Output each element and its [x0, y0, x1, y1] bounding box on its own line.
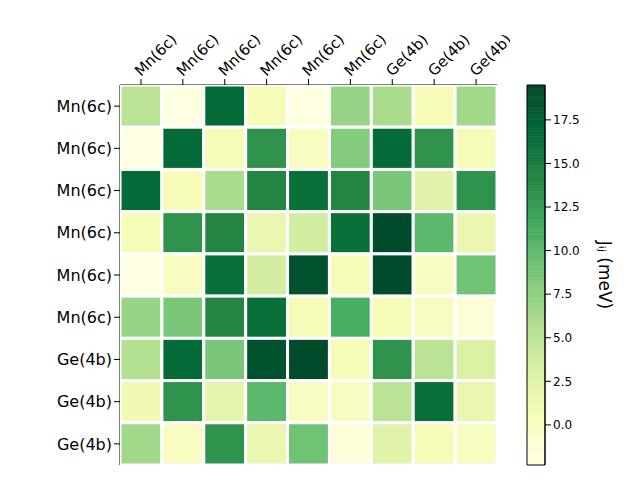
svg-text:Ge(4b): Ge(4b): [57, 350, 112, 369]
svg-text:Mn(6c): Mn(6c): [173, 30, 222, 79]
svg-text:Mn(6c): Mn(6c): [57, 181, 112, 200]
svg-text:7.5: 7.5: [553, 287, 572, 301]
svg-text:15.0: 15.0: [553, 157, 580, 171]
svg-text:Mn(6c): Mn(6c): [57, 97, 112, 116]
svg-text:Ge(4b): Ge(4b): [466, 31, 510, 80]
svg-text:10.0: 10.0: [553, 244, 580, 258]
svg-text:Mn(6c): Mn(6c): [57, 308, 112, 327]
svg-text:Mn(6c): Mn(6c): [57, 223, 112, 242]
svg-text:Mn(6c): Mn(6c): [57, 266, 112, 285]
svg-text:Ge(4b): Ge(4b): [382, 31, 431, 80]
svg-text:Mn(6c): Mn(6c): [131, 30, 180, 79]
svg-text:5.0: 5.0: [553, 331, 572, 345]
svg-text:0.0: 0.0: [553, 418, 572, 432]
svg-text:17.5: 17.5: [553, 113, 580, 127]
svg-text:Mn(6c): Mn(6c): [57, 139, 112, 158]
svg-text:12.5: 12.5: [553, 200, 580, 214]
svg-text:Mn(6c): Mn(6c): [215, 30, 264, 79]
svg-text:Mn(6c): Mn(6c): [257, 30, 306, 79]
svg-text:Ge(4b): Ge(4b): [57, 392, 112, 411]
svg-text:Mn(6c): Mn(6c): [340, 30, 389, 79]
svg-text:Mn(6c): Mn(6c): [299, 30, 348, 79]
svg-text:Ge(4b): Ge(4b): [57, 435, 112, 454]
svg-text:2.5: 2.5: [553, 375, 572, 389]
svg-text:Jᵢⱼ (meV): Jᵢⱼ (meV): [595, 240, 615, 309]
svg-text:Ge(4b): Ge(4b): [424, 31, 473, 80]
